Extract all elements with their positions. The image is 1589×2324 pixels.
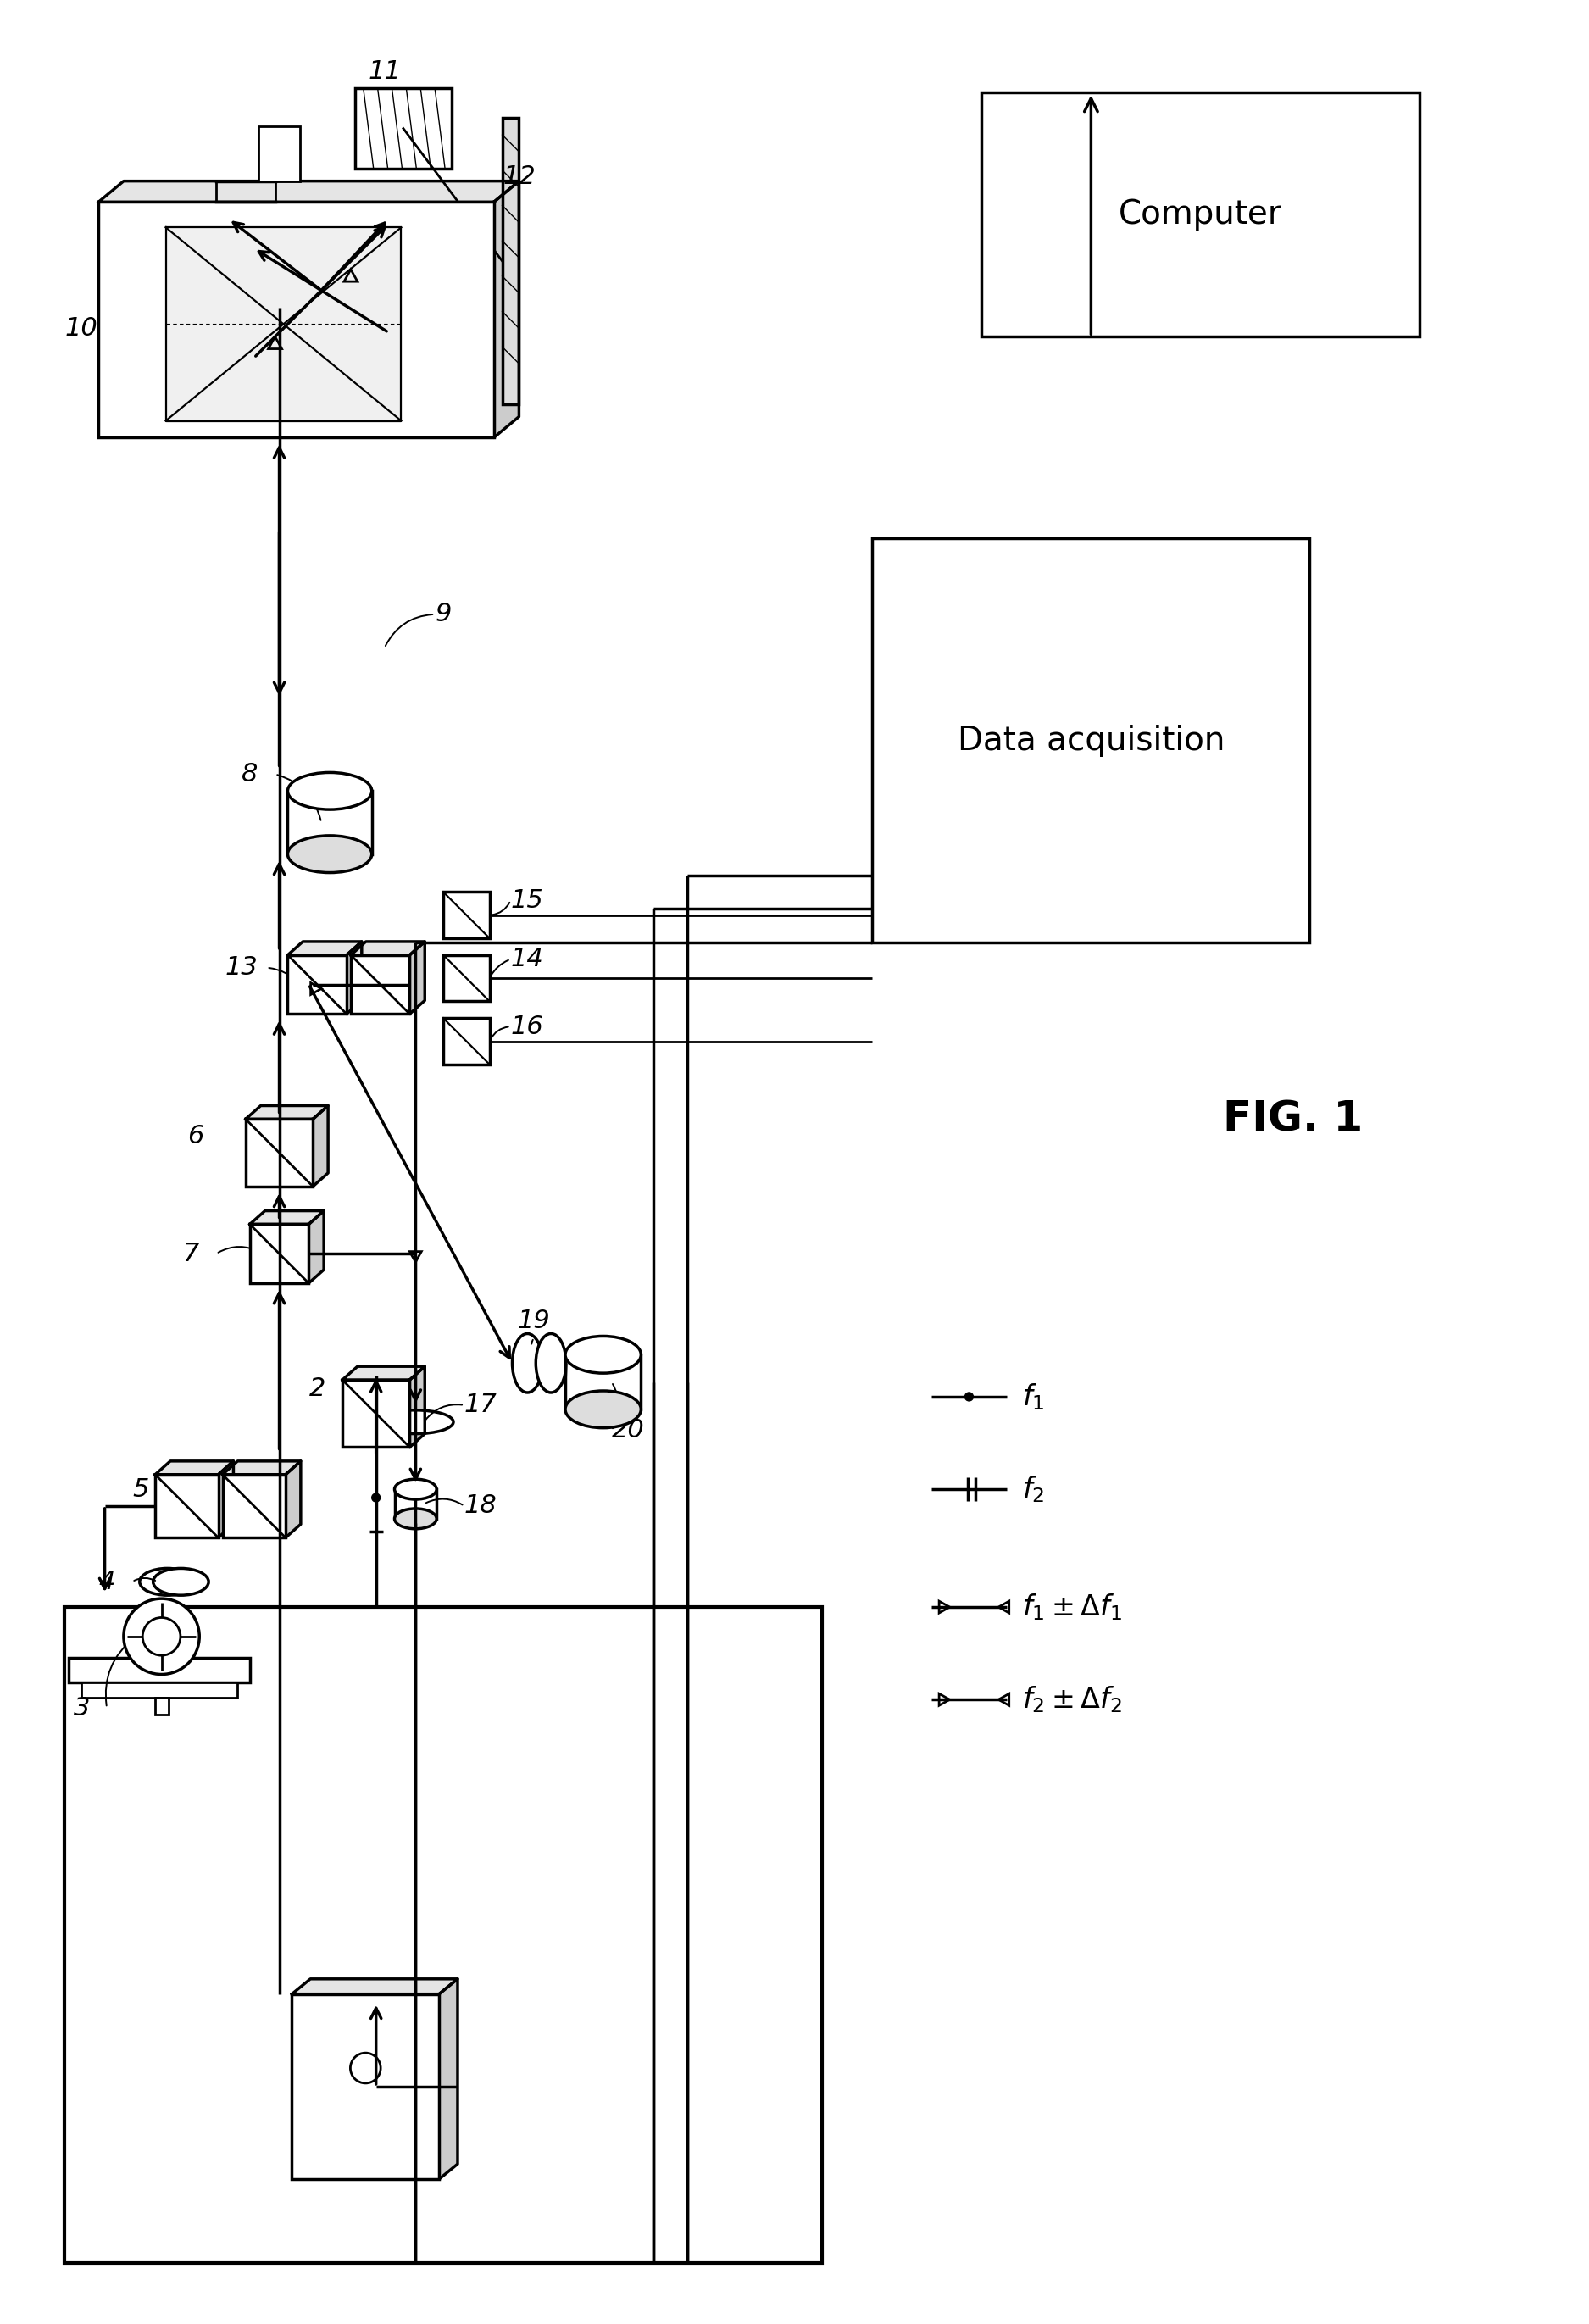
Bar: [982, 93, 1419, 337]
Circle shape: [124, 1599, 199, 1673]
Ellipse shape: [288, 772, 372, 809]
Text: 20: 20: [612, 1418, 645, 1443]
Text: 18: 18: [464, 1494, 497, 1518]
Polygon shape: [351, 941, 424, 955]
Bar: [502, 119, 520, 404]
Bar: [249, 1225, 308, 1283]
Text: 7: 7: [183, 1241, 199, 1267]
Bar: [872, 539, 1309, 944]
Text: 15: 15: [510, 888, 543, 913]
Polygon shape: [494, 181, 520, 437]
Polygon shape: [410, 1367, 424, 1448]
Ellipse shape: [535, 1334, 566, 1392]
Text: FIG. 1: FIG. 1: [1224, 1099, 1363, 1139]
Bar: [154, 1699, 168, 1715]
Text: 6: 6: [188, 1122, 203, 1148]
Polygon shape: [165, 228, 402, 421]
Polygon shape: [288, 941, 362, 955]
Text: 10: 10: [65, 316, 99, 342]
Text: 8: 8: [242, 762, 257, 786]
Polygon shape: [246, 1106, 327, 1120]
Ellipse shape: [140, 1569, 195, 1594]
Polygon shape: [313, 1106, 327, 1185]
Text: 14: 14: [510, 946, 543, 971]
Text: 17: 17: [464, 1392, 497, 1418]
Bar: [246, 1120, 313, 1185]
Ellipse shape: [566, 1390, 640, 1427]
Text: 5: 5: [132, 1478, 149, 1501]
Bar: [81, 1683, 237, 1699]
Bar: [99, 202, 494, 437]
Bar: [259, 125, 300, 181]
Circle shape: [372, 1494, 380, 1501]
Bar: [443, 892, 489, 939]
Polygon shape: [346, 941, 362, 1013]
Ellipse shape: [288, 837, 372, 872]
Bar: [288, 790, 372, 855]
Polygon shape: [342, 1367, 424, 1380]
Text: 9: 9: [435, 602, 451, 627]
Circle shape: [350, 2052, 381, 2082]
Text: $f_2\pm\Delta f_2$: $f_2\pm\Delta f_2$: [1022, 1685, 1122, 1715]
Text: 4: 4: [99, 1569, 114, 1594]
Bar: [288, 955, 346, 1013]
Bar: [65, 1606, 822, 2264]
Ellipse shape: [394, 1478, 437, 1499]
Text: 3: 3: [73, 1697, 91, 1720]
Polygon shape: [156, 1462, 234, 1473]
Circle shape: [143, 1618, 181, 1655]
Text: 12: 12: [502, 165, 535, 188]
Text: $f_1\pm\Delta f_1$: $f_1\pm\Delta f_1$: [1022, 1592, 1122, 1622]
Bar: [342, 1380, 410, 1448]
Text: 16: 16: [510, 1013, 543, 1039]
Text: 1: 1: [380, 2133, 397, 2157]
Ellipse shape: [153, 1569, 208, 1594]
Bar: [292, 1994, 439, 2180]
Text: 2: 2: [308, 1376, 326, 1401]
Text: 13: 13: [226, 955, 257, 981]
Circle shape: [965, 1392, 972, 1401]
Bar: [68, 1657, 249, 1683]
Text: Computer: Computer: [1119, 198, 1282, 230]
Bar: [156, 1473, 218, 1538]
Polygon shape: [249, 1211, 324, 1225]
Polygon shape: [292, 1978, 458, 1994]
Ellipse shape: [394, 1508, 437, 1529]
Text: $f_1$: $f_1$: [1022, 1380, 1044, 1413]
Bar: [566, 1355, 640, 1408]
Bar: [354, 88, 451, 167]
Polygon shape: [286, 1462, 300, 1538]
Text: $f_2$: $f_2$: [1022, 1473, 1044, 1504]
Text: 11: 11: [369, 60, 400, 84]
Ellipse shape: [378, 1411, 453, 1434]
Bar: [443, 1018, 489, 1064]
Polygon shape: [218, 1462, 234, 1538]
Bar: [394, 1490, 437, 1518]
Text: 19: 19: [518, 1308, 550, 1334]
Ellipse shape: [566, 1336, 640, 1373]
Polygon shape: [308, 1211, 324, 1283]
Polygon shape: [410, 941, 424, 1013]
Polygon shape: [222, 1462, 300, 1473]
Bar: [222, 1473, 286, 1538]
Bar: [351, 955, 410, 1013]
Bar: [443, 955, 489, 1002]
Polygon shape: [439, 1978, 458, 2180]
Text: Data acquisition: Data acquisition: [958, 725, 1225, 758]
Ellipse shape: [512, 1334, 542, 1392]
Polygon shape: [99, 181, 520, 202]
